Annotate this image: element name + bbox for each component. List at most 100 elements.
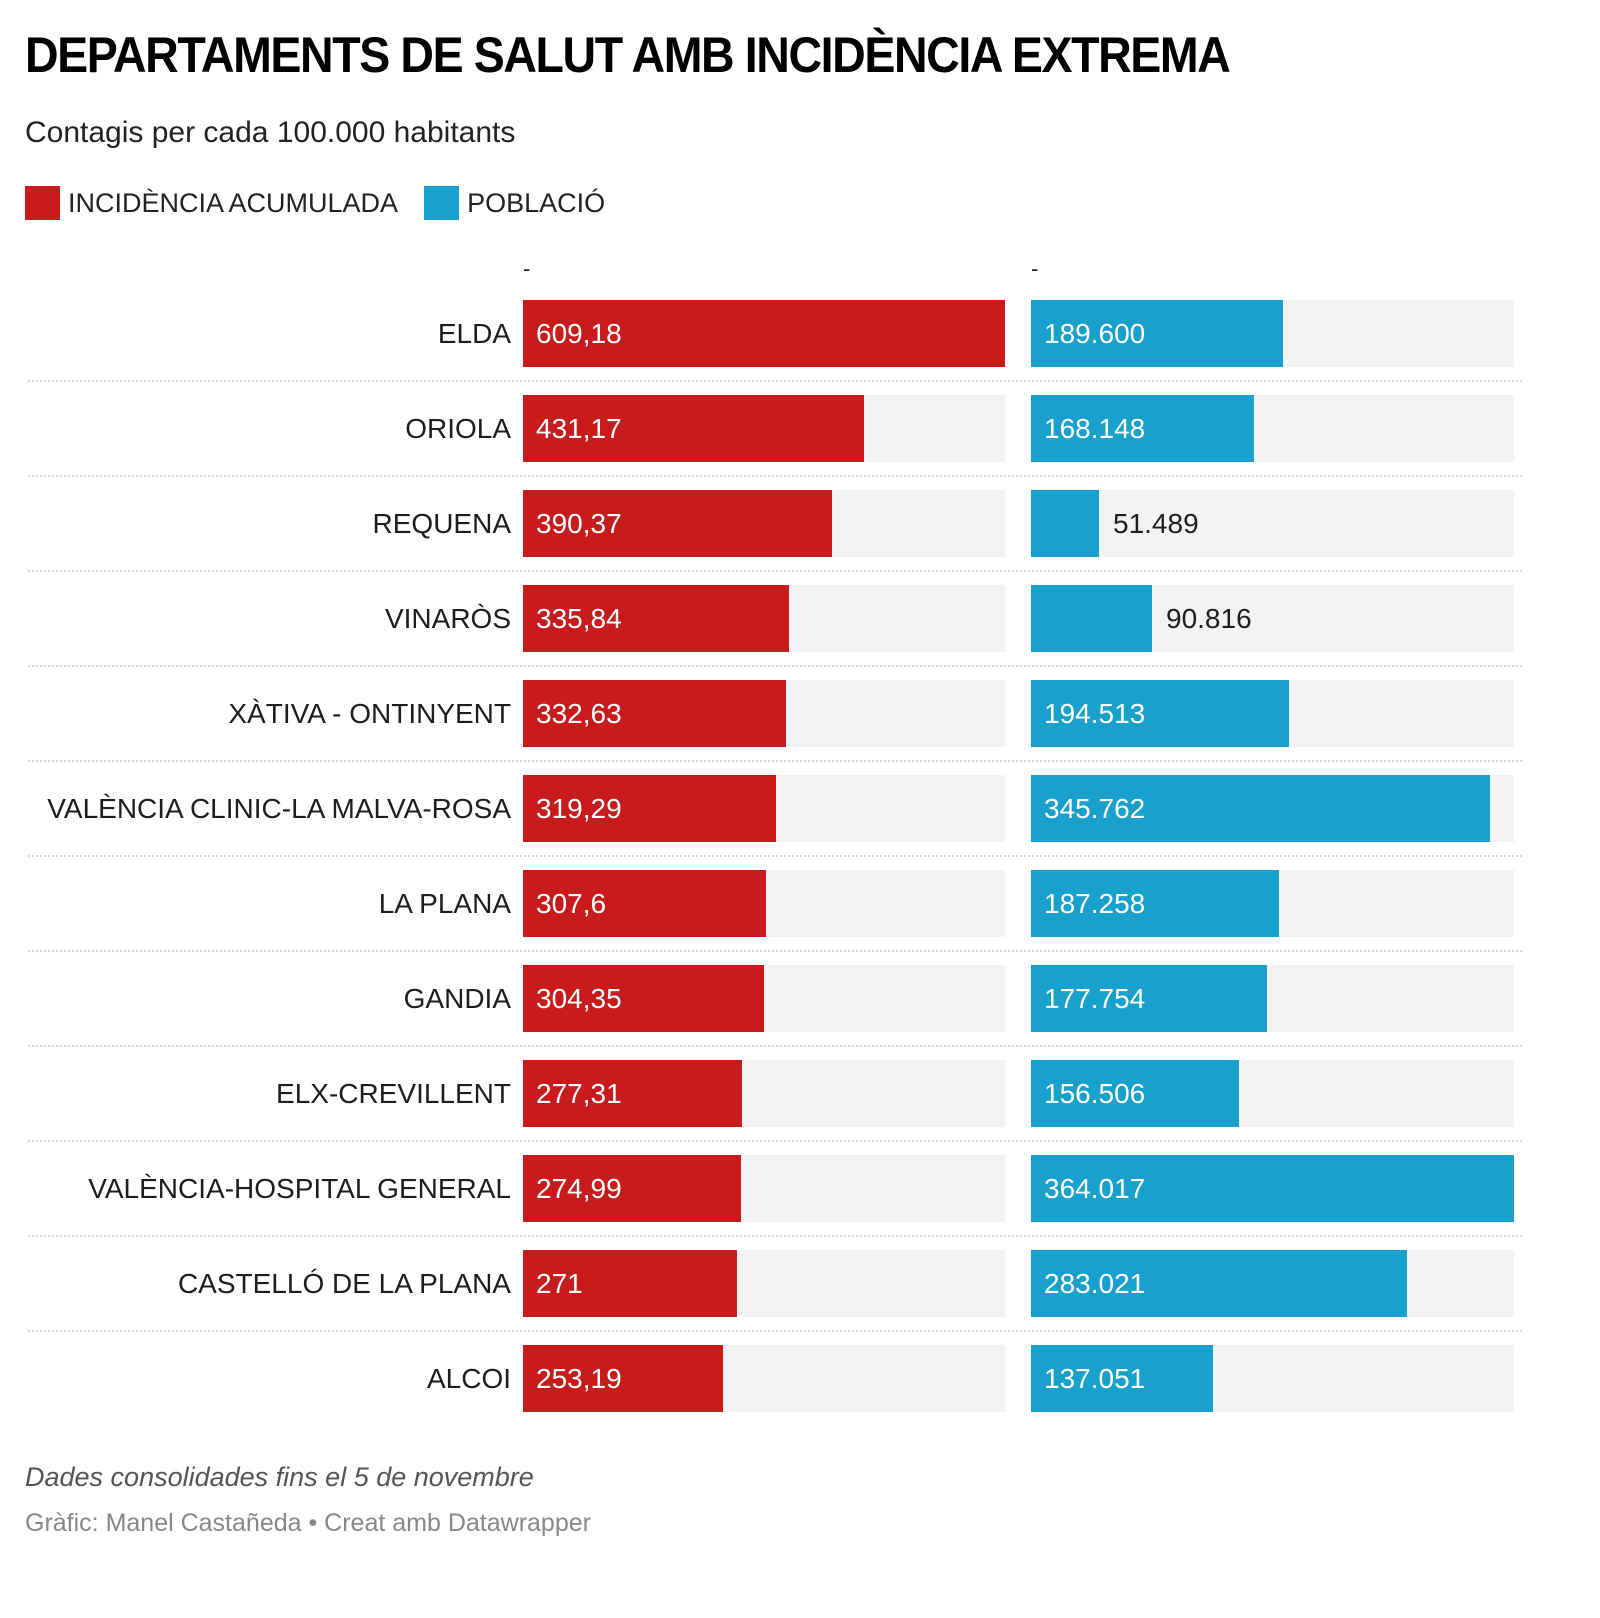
row-separator (28, 950, 1522, 952)
incidence-track: 319,29 (523, 775, 1005, 842)
incidence-value-label: 390,37 (536, 508, 622, 539)
legend: INCIDÈNCIA ACUMULADA POBLACIÓ (25, 186, 631, 220)
chart-row: GANDIA 304,35 177.754 (0, 965, 1600, 1032)
incidence-track: 332,63 (523, 680, 1005, 747)
row-separator (28, 855, 1522, 857)
category-label: VINARÒS (384, 603, 511, 634)
population-value-label: 51.489 (1113, 508, 1199, 539)
population-value-label: 364.017 (1044, 1173, 1146, 1204)
row-separator (28, 380, 1522, 382)
category-label: ELDA (437, 318, 511, 349)
row-separator (28, 760, 1522, 762)
incidence-value-label: 431,17 (536, 413, 622, 444)
category-label: REQUENA (372, 508, 511, 539)
chart-row: ALCOI 253,19 137.051 (0, 1345, 1600, 1412)
population-value-label: 156.506 (1044, 1078, 1146, 1109)
population-track: 137.051 (1031, 1345, 1514, 1412)
population-track: 51.489 (1031, 490, 1514, 557)
incidence-bar (523, 680, 786, 747)
chart-row: ELX-CREVILLENT 277,31 156.506 (0, 1060, 1600, 1127)
chart-row: REQUENA 390,37 51.489 (0, 490, 1600, 557)
population-value-label: 283.021 (1044, 1268, 1146, 1299)
row-separator (28, 665, 1522, 667)
incidence-value-label: 274,99 (536, 1173, 622, 1204)
row-separator (28, 475, 1522, 477)
incidence-bar (523, 965, 764, 1032)
population-track: 177.754 (1031, 965, 1514, 1032)
category-label: VALÈNCIA CLINIC-LA MALVA-ROSA (47, 793, 511, 824)
population-track: 345.762 (1031, 775, 1514, 842)
chart-notes: Dades consolidades fins el 5 de novembre (25, 1462, 534, 1492)
chart-byline: Gràfic: Manel Castañeda • Creat amb Data… (25, 1509, 591, 1537)
legend-swatch-incidence (25, 186, 60, 220)
legend-item-incidence: INCIDÈNCIA ACUMULADA (25, 186, 398, 220)
chart-title: DEPARTAMENTS DE SALUT AMB INCIDÈNCIA EXT… (25, 27, 1231, 83)
incidence-bar (523, 395, 864, 462)
population-value-label: 194.513 (1044, 698, 1146, 729)
incidence-value-label: 319,29 (536, 793, 622, 824)
category-label: LA PLANA (378, 888, 511, 919)
incidence-value-label: 335,84 (536, 603, 622, 634)
incidence-track: 431,17 (523, 395, 1005, 462)
chart-row: VALÈNCIA-HOSPITAL GENERAL 274,99 364.017 (0, 1155, 1600, 1222)
row-separator (28, 570, 1522, 572)
population-track: 364.017 (1031, 1155, 1514, 1222)
chart-row: VINARÒS 335,84 90.816 (0, 585, 1600, 652)
population-bar (1031, 490, 1099, 557)
population-value-label: 90.816 (1166, 603, 1252, 634)
legend-label-population: POBLACIÓ (467, 187, 606, 218)
row-separator (28, 1235, 1522, 1237)
population-track: 194.513 (1031, 680, 1514, 747)
column-header-incidence: - (523, 256, 531, 281)
category-label: GANDIA (403, 983, 511, 1014)
population-bar (1031, 1060, 1239, 1127)
legend-label-incidence: INCIDÈNCIA ACUMULADA (68, 187, 399, 218)
population-value-label: 345.762 (1044, 793, 1146, 824)
incidence-track: 307,6 (523, 870, 1005, 937)
population-value-label: 137.051 (1044, 1363, 1146, 1394)
population-value-label: 168.148 (1044, 413, 1146, 444)
population-value-label: 177.754 (1044, 983, 1146, 1014)
population-track: 156.506 (1031, 1060, 1514, 1127)
population-track: 187.258 (1031, 870, 1514, 937)
chart-subtitle: Contagis per cada 100.000 habitants (25, 116, 516, 149)
incidence-track: 390,37 (523, 490, 1005, 557)
legend-swatch-population (424, 186, 460, 220)
category-label: VALÈNCIA-HOSPITAL GENERAL (88, 1173, 511, 1204)
population-track: 283.021 (1031, 1250, 1514, 1317)
row-separator (28, 1140, 1522, 1142)
incidence-value-label: 277,31 (536, 1078, 622, 1109)
incidence-track: 271 (523, 1250, 1005, 1317)
incidence-bar (523, 1155, 741, 1222)
incidence-bar (523, 1250, 737, 1317)
row-separator (28, 1330, 1522, 1332)
incidence-track: 253,19 (523, 1345, 1005, 1412)
incidence-bar (523, 1345, 723, 1412)
chart-row: XÀTIVA - ONTINYENT 332,63 194.513 (0, 680, 1600, 747)
population-value-label: 189.600 (1044, 318, 1146, 349)
population-bar (1031, 1250, 1407, 1317)
category-label: ORIOLA (405, 413, 511, 444)
category-label: CASTELLÓ DE LA PLANA (177, 1268, 511, 1299)
population-value-label: 187.258 (1044, 888, 1146, 919)
category-label: ALCOI (426, 1363, 511, 1394)
population-bar (1031, 775, 1490, 842)
incidence-track: 277,31 (523, 1060, 1005, 1127)
category-label: XÀTIVA - ONTINYENT (228, 698, 511, 729)
chart-row: ORIOLA 431,17 168.148 (0, 395, 1600, 462)
incidence-value-label: 609,18 (536, 318, 622, 349)
population-bar (1031, 300, 1283, 367)
population-bar (1031, 1155, 1514, 1222)
incidence-bar (523, 585, 789, 652)
incidence-track: 304,35 (523, 965, 1005, 1032)
population-bar (1031, 680, 1289, 747)
incidence-track: 609,18 (523, 300, 1005, 367)
incidence-bar (523, 775, 776, 842)
population-track: 90.816 (1031, 585, 1514, 652)
incidence-value-label: 271 (536, 1268, 583, 1299)
incidence-track: 274,99 (523, 1155, 1005, 1222)
population-track: 189.600 (1031, 300, 1514, 367)
chart-row: CASTELLÓ DE LA PLANA 271 283.021 (0, 1250, 1600, 1317)
population-bar (1031, 870, 1279, 937)
row-separator (28, 1045, 1522, 1047)
